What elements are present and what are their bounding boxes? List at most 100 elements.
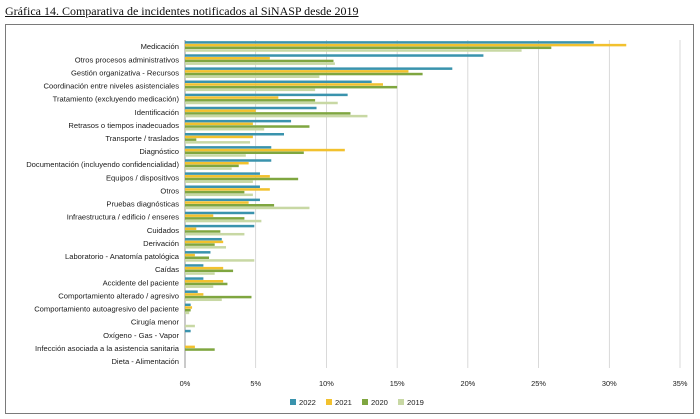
category-label: Tratamiento (excluyendo medicación) <box>53 95 180 104</box>
bar-2019 <box>185 62 335 65</box>
category-label: Comportamiento autoagresivo del paciente <box>34 305 179 314</box>
bar-2020 <box>185 243 215 246</box>
bar-2020 <box>185 151 304 155</box>
bar-2020 <box>185 72 423 76</box>
bar-2022 <box>185 159 272 162</box>
bar-2019 <box>185 49 522 52</box>
bar-2021 <box>185 96 279 99</box>
x-tick-label: 30% <box>602 379 617 388</box>
bar-2022 <box>185 54 484 57</box>
bar-2019 <box>185 285 214 288</box>
category-label: Medicación <box>141 42 179 51</box>
bar-2020 <box>185 112 351 115</box>
legend: 2022 2021 2020 2019 <box>290 398 424 407</box>
bar-2020 <box>185 348 215 351</box>
bar-2019 <box>185 311 190 315</box>
category-labels: Medicación Otros procesos administrativos… <box>26 42 180 366</box>
x-tick-label: 25% <box>531 379 546 388</box>
category-label: Dieta - Alimentación <box>111 357 179 366</box>
bar-2022 <box>185 237 222 241</box>
bar-2020 <box>185 204 275 207</box>
category-label: Equipos / dispositivos <box>106 173 179 182</box>
bar-2019 <box>185 246 227 249</box>
legend-swatch-2022 <box>290 399 296 405</box>
category-label: Otros <box>160 186 179 195</box>
bar-2021 <box>185 266 224 270</box>
bar-2019 <box>185 206 310 210</box>
bar-2019 <box>185 259 255 262</box>
bar-2022 <box>185 198 260 202</box>
bar-2019 <box>185 154 246 157</box>
bar-2020 <box>185 308 191 312</box>
x-tick-label: 10% <box>319 379 334 388</box>
bar-2019 <box>185 75 320 78</box>
x-tick-label: 20% <box>460 379 475 388</box>
category-label: Gestión organizativa - Recursos <box>71 68 179 77</box>
bar-2021 <box>185 83 383 86</box>
x-tick-label: 35% <box>673 379 688 388</box>
category-label: Caídas <box>155 265 179 274</box>
bar-2020 <box>185 99 316 102</box>
category-label: Oxígeno - Gas - Vapor <box>103 331 179 340</box>
category-label: Accidente del paciente <box>103 278 179 287</box>
page-title: Gráfica 14. Comparativa de incidentes no… <box>5 4 359 18</box>
bar-2022 <box>185 185 260 188</box>
bar-2020 <box>185 177 299 181</box>
bar-2019 <box>185 88 316 92</box>
bar-2020 <box>185 85 398 89</box>
bar-2020 <box>185 295 252 299</box>
category-label: Cuidados <box>147 226 179 235</box>
category-label: Identificación <box>135 108 179 117</box>
bar-2022 <box>185 172 260 175</box>
bar-2019 <box>185 180 253 183</box>
category-label: Derivación <box>143 239 179 248</box>
category-label: Laboratorio - Anatomía patológica <box>65 252 180 261</box>
bar-2020 <box>185 190 245 194</box>
bar-2021 <box>185 161 249 165</box>
bar-2021 <box>185 345 195 349</box>
bar-2022 <box>185 277 204 280</box>
bar-2021 <box>185 43 627 47</box>
bar-2021 <box>185 280 224 283</box>
bar-2019 <box>185 298 222 302</box>
bar-2021 <box>185 293 204 296</box>
bar-2019 <box>185 167 232 170</box>
legend-label: 2022 <box>299 398 316 407</box>
category-label: Diagnóstico <box>139 147 179 156</box>
bar-2022 <box>185 329 191 333</box>
x-axis-ticks: 0% 5% 10% 15% 20% 25% 30% 35% <box>180 379 688 388</box>
x-tick-label: 5% <box>250 379 261 388</box>
bar-2020 <box>185 230 221 233</box>
bar-2022 <box>185 303 191 307</box>
bar-2021 <box>185 70 409 73</box>
bar-2020 <box>185 125 310 128</box>
bar-2021 <box>185 253 195 257</box>
bar-2019 <box>185 272 215 275</box>
bar-layer <box>185 41 627 351</box>
category-label: Infección asociada a la asistencia sanit… <box>35 344 180 353</box>
category-label: Retrasos o tiempos inadecuados <box>68 121 179 130</box>
legend-swatch-2019 <box>398 399 404 405</box>
bar-2022 <box>185 93 348 97</box>
x-tick-label: 15% <box>390 379 405 388</box>
bar-2020 <box>185 46 552 50</box>
bar-2020 <box>185 269 234 273</box>
bar-2019 <box>185 324 195 328</box>
bar-2022 <box>185 67 453 70</box>
bar-2021 <box>185 148 345 152</box>
bar-2022 <box>185 264 204 267</box>
bar-2022 <box>185 251 211 254</box>
legend-swatch-2020 <box>362 399 368 405</box>
bar-2020 <box>185 217 245 220</box>
category-label: Cirugía menor <box>131 318 180 327</box>
bar-2020 <box>185 138 197 141</box>
bar-2022 <box>185 119 292 123</box>
legend-label: 2020 <box>371 398 388 407</box>
category-label: Pruebas diagnósticas <box>106 200 179 209</box>
bar-2019 <box>185 232 245 236</box>
bar-2021 <box>185 135 253 139</box>
legend-swatch-2021 <box>326 399 332 405</box>
category-label: Infraestructura / edificio / enseres <box>67 213 179 222</box>
bar-2019 <box>185 101 338 105</box>
category-label: Documentación (incluyendo confidencialid… <box>26 160 179 169</box>
